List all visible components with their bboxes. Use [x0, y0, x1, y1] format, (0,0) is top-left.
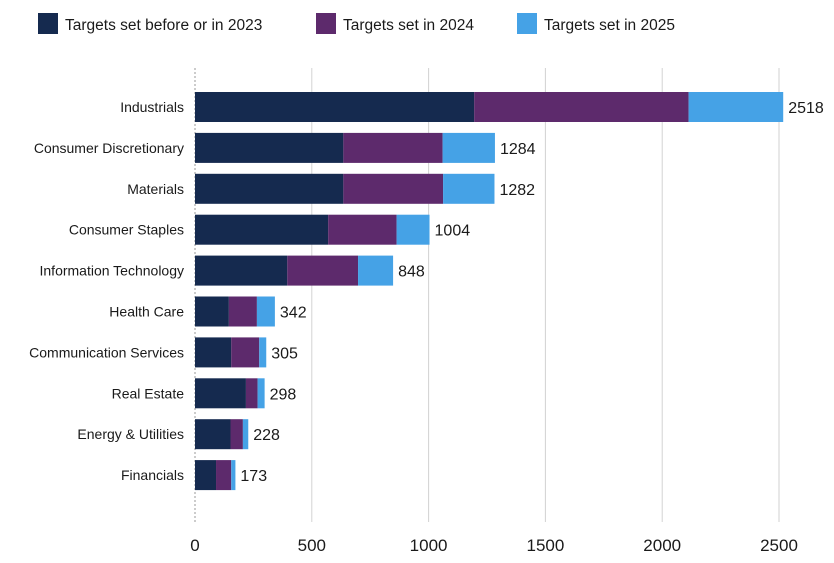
- legend-swatch-3: [517, 13, 537, 34]
- category-label-6: Health Care: [109, 304, 184, 320]
- legend-label-1: Targets set before or in 2023: [65, 17, 262, 34]
- bar-5-series-2: [287, 255, 359, 286]
- x-tick-label-1500: 1500: [526, 536, 564, 555]
- bar-10-series-3: [231, 460, 236, 491]
- x-tick-label-1000: 1000: [410, 536, 448, 555]
- bar-8-series-1: [195, 378, 246, 409]
- bar-9-series-2: [230, 419, 243, 450]
- x-tick-label-0: 0: [190, 536, 199, 555]
- legend-swatch-2: [316, 13, 336, 34]
- total-label-1: 2518: [788, 100, 824, 117]
- total-label-9: 228: [253, 427, 280, 444]
- category-labels: Industrials Consumer Discretionary Materia…: [29, 99, 184, 483]
- bar-2-series-3: [442, 132, 495, 163]
- bar-10-series-2: [216, 460, 232, 491]
- bar-4-series-3: [396, 214, 430, 245]
- category-label-3: Materials: [127, 181, 184, 197]
- legend: Targets set before or in 2023 Targets set…: [38, 13, 675, 34]
- category-label-10: Financials: [121, 467, 184, 483]
- legend-label-2: Targets set in 2024: [343, 17, 474, 34]
- category-label-4: Consumer Staples: [69, 222, 184, 238]
- bar-1-series-3: [688, 92, 784, 122]
- total-label-10: 173: [240, 468, 267, 485]
- category-label-8: Real Estate: [112, 385, 185, 401]
- x-tick-label-2500: 2500: [760, 536, 798, 555]
- total-label-8: 298: [270, 386, 297, 403]
- bar-2-series-2: [343, 132, 443, 163]
- total-label-5: 848: [398, 264, 425, 281]
- bar-7-series-3: [259, 337, 267, 368]
- bar-6-series-2: [228, 296, 257, 327]
- bar-7-series-1: [195, 337, 232, 368]
- category-label-2: Consumer Discretionary: [34, 140, 184, 156]
- total-label-6: 342: [280, 305, 307, 322]
- bars: [195, 92, 784, 491]
- bar-10-series-1: [195, 460, 217, 491]
- bar-9-series-3: [242, 419, 249, 450]
- bar-8-series-3: [257, 378, 265, 409]
- total-label-7: 305: [271, 345, 298, 362]
- bar-3-series-3: [443, 173, 495, 204]
- bar-1-series-2: [474, 92, 689, 122]
- bar-3-series-1: [195, 173, 344, 204]
- total-label-2: 1284: [500, 141, 536, 158]
- bar-3-series-2: [343, 173, 444, 204]
- x-axis-ticks: 0 500 1000 1500 2000 2500: [190, 536, 798, 555]
- bar-7-series-2: [231, 337, 260, 368]
- bar-2-series-1: [195, 132, 344, 163]
- bar-4-series-2: [328, 214, 397, 245]
- x-tick-label-500: 500: [298, 536, 326, 555]
- total-label-3: 1282: [499, 182, 535, 199]
- bar-4-series-1: [195, 214, 329, 245]
- total-label-4: 1004: [435, 223, 471, 240]
- x-tick-label-2000: 2000: [643, 536, 681, 555]
- category-label-1: Industrials: [120, 99, 184, 115]
- bar-5-series-1: [195, 255, 288, 286]
- bar-1-series-1: [195, 92, 475, 122]
- category-label-5: Information Technology: [40, 263, 185, 279]
- legend-swatch-1: [38, 13, 58, 34]
- bar-8-series-2: [245, 378, 258, 409]
- bar-5-series-3: [358, 255, 394, 286]
- category-label-7: Communication Services: [29, 344, 184, 360]
- bar-6-series-3: [256, 296, 275, 327]
- bar-9-series-1: [195, 419, 231, 450]
- bar-6-series-1: [195, 296, 229, 327]
- category-label-9: Energy & Utilities: [77, 426, 184, 442]
- total-labels: 2518 1284 1282 1004 848 342 305 298 228 173: [240, 100, 823, 485]
- legend-label-3: Targets set in 2025: [544, 17, 675, 34]
